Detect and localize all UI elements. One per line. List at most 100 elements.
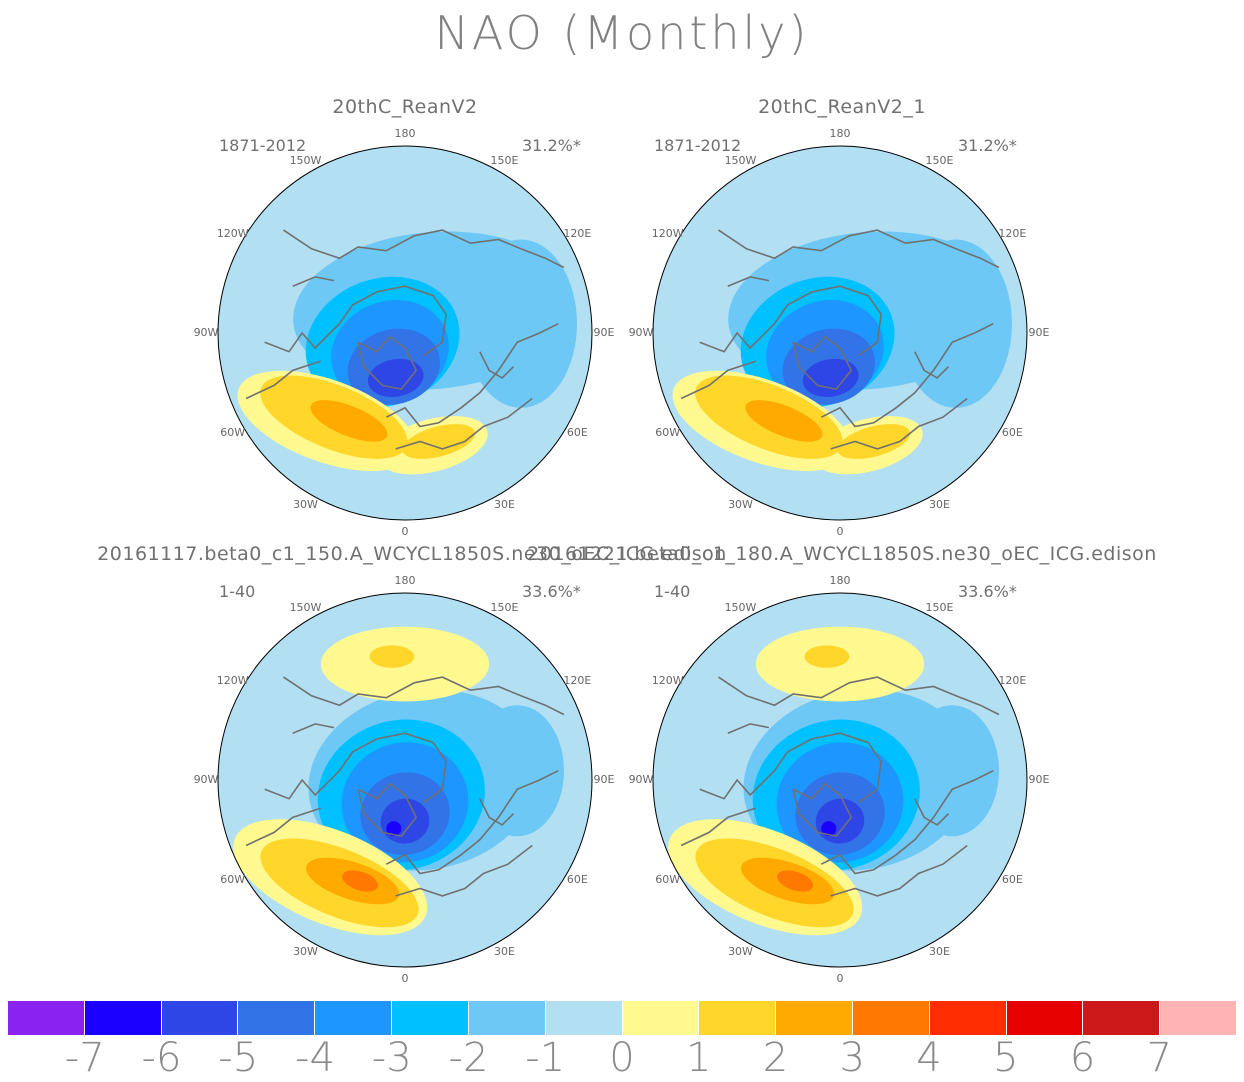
period-label: 1871-2012: [654, 136, 742, 155]
period-label: 1-40: [219, 582, 256, 601]
longitude-label: 120W: [216, 226, 249, 240]
coastline: [830, 397, 968, 450]
longitude-label: 30W: [728, 498, 753, 512]
coastline: [385, 322, 559, 428]
coastline: [699, 285, 882, 357]
colorbar-tick-label: -4: [295, 1035, 335, 1081]
colorbar-swatch: [776, 1001, 853, 1035]
coastline: [245, 360, 322, 400]
longitude-label: 60W: [655, 872, 681, 886]
longitude-label: 120E: [998, 673, 1027, 687]
longitude-label: 30W: [728, 945, 753, 959]
coastline: [830, 844, 968, 897]
variance-label: 31.2%*: [958, 136, 1017, 155]
map-border: [217, 145, 593, 521]
coastline: [264, 285, 447, 357]
colorbar-tick-label: -2: [448, 1035, 489, 1081]
colorbar-swatch: [84, 1001, 162, 1035]
panel-title: 20161117.beta0_c1_150.A_WCYCL1850S.ne30_…: [97, 543, 727, 565]
map-border: [652, 592, 1028, 968]
longitude-label: 90E: [1028, 773, 1050, 786]
longitude-label: 150W: [724, 153, 757, 167]
longitude-label: 150E: [925, 153, 954, 167]
colorbar-swatch: [622, 1001, 700, 1035]
longitude-label: 150W: [724, 600, 757, 614]
main-title: NAO (Monthly): [434, 6, 810, 60]
coastline: [792, 782, 853, 837]
coastline: [718, 229, 1000, 269]
coastline: [292, 723, 335, 734]
anomaly-contour: [310, 400, 388, 442]
longitude-label: 30E: [929, 498, 950, 512]
panel-title: 20thC_ReanV2_1: [758, 96, 926, 118]
variance-label: 33.6%*: [522, 582, 581, 601]
colorbar-swatch: [8, 1001, 85, 1035]
longitude-label: 0: [401, 972, 409, 985]
longitude-label: 120W: [216, 673, 249, 687]
polar-map: [217, 592, 593, 968]
colorbar-swatch: [1160, 1001, 1236, 1035]
longitude-label: 180: [394, 574, 416, 587]
longitude-label: 0: [836, 525, 844, 538]
colorbar-tick-label: 4: [916, 1035, 942, 1081]
longitude-label: 90W: [628, 326, 654, 339]
colorbar-swatch: [238, 1001, 316, 1035]
longitude-label: 0: [401, 525, 409, 538]
longitude-label: 150W: [289, 600, 322, 614]
longitude-label: 60E: [1001, 872, 1023, 886]
anomaly-contour: [386, 821, 402, 837]
panel-title: 20thC_ReanV2: [332, 96, 478, 118]
coastline: [395, 844, 533, 897]
colorbar-tick-label: 7: [1146, 1035, 1172, 1081]
anomaly-contour: [804, 645, 850, 668]
colorbar-tick-label: 5: [993, 1035, 1019, 1081]
longitude-label: 180: [829, 127, 851, 140]
colorbar-swatch: [468, 1001, 546, 1035]
colorbar-tick-label: 3: [839, 1035, 865, 1081]
colorbar-swatch: [1083, 1001, 1161, 1035]
colorbar-tick-label: -3: [371, 1035, 412, 1081]
longitude-label: 90E: [1028, 326, 1050, 339]
longitude-label: 30E: [494, 945, 515, 959]
longitude-label: 30W: [293, 498, 318, 512]
longitude-label: 90E: [593, 326, 615, 339]
colorbar-tick-label: -6: [141, 1035, 182, 1081]
map-border: [217, 592, 593, 968]
polar-map: [652, 592, 1028, 968]
coastline: [718, 676, 1000, 716]
anomaly-contour: [905, 705, 999, 837]
anomaly-contour: [369, 645, 415, 668]
longitude-label: 60E: [566, 872, 588, 886]
period-label: 1871-2012: [219, 136, 307, 155]
colorbar-swatch: [852, 1001, 930, 1035]
longitude-label: 150E: [490, 600, 519, 614]
coastline: [395, 397, 533, 450]
anomaly-contour: [470, 705, 564, 837]
coastline: [264, 732, 447, 804]
colorbar-swatch: [392, 1001, 469, 1035]
polar-map: [652, 145, 1028, 521]
coastline: [792, 335, 853, 390]
longitude-label: 120E: [563, 673, 592, 687]
colorbar-swatch: [929, 1001, 1007, 1035]
longitude-label: 120E: [563, 226, 592, 240]
anomaly-contour: [745, 400, 823, 442]
colorbar-swatch: [699, 1001, 777, 1035]
longitude-label: 120E: [998, 226, 1027, 240]
longitude-label: 150E: [490, 153, 519, 167]
colorbar-swatch: [545, 1001, 623, 1035]
longitude-label: 60W: [655, 425, 681, 439]
anomaly-contour: [464, 239, 577, 408]
longitude-label: 60W: [220, 425, 246, 439]
coastline: [357, 335, 418, 390]
colorbar-tick-label: 1: [686, 1035, 712, 1081]
longitude-label: 90W: [193, 773, 219, 786]
colorbar: [8, 1001, 1236, 1035]
anomaly-contour: [821, 821, 837, 837]
longitude-label: 90W: [628, 773, 654, 786]
panel-title: 20161221.beta0_c1_180.A_WCYCL1850S.ne30_…: [527, 543, 1157, 565]
anomaly-contour: [402, 424, 476, 459]
longitude-label: 60E: [1001, 425, 1023, 439]
colorbar-tick-label: 2: [762, 1035, 789, 1081]
longitude-label: 90E: [593, 773, 615, 786]
